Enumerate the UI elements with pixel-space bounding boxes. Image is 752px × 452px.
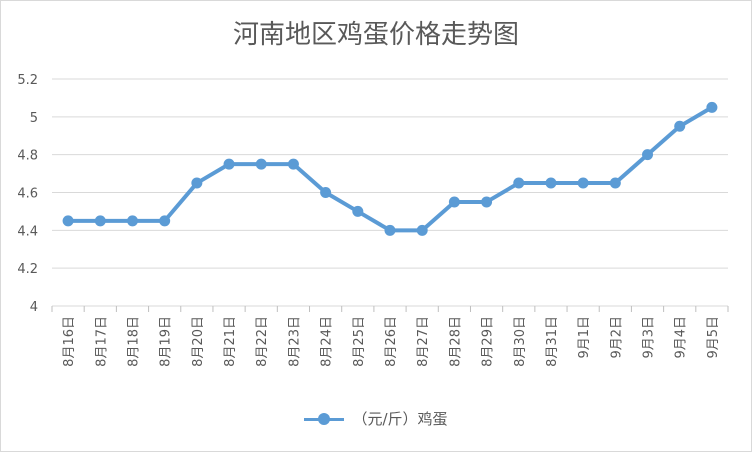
- data-point: [255, 158, 267, 170]
- data-point: [191, 177, 203, 189]
- y-tick-label: 4.4: [17, 224, 38, 239]
- legend: （元/斤）鸡蛋: [0, 408, 752, 429]
- x-tick-label: 9月1日: [577, 316, 592, 359]
- x-tick-label: 8月23日: [287, 316, 302, 367]
- x-tick-label: 8月28日: [448, 316, 463, 367]
- data-point: [223, 158, 235, 170]
- x-tick-label: 8月18日: [126, 316, 141, 367]
- data-point: [674, 120, 686, 132]
- x-tick-label: 8月22日: [255, 316, 270, 367]
- x-tick-label: 8月30日: [513, 316, 528, 367]
- x-tick-label: 8月26日: [384, 316, 399, 367]
- legend-marker: [304, 412, 345, 425]
- data-point: [352, 205, 364, 217]
- legend-label: （元/斤）鸡蛋: [352, 410, 448, 428]
- data-point: [287, 158, 299, 170]
- y-tick-label: 5.2: [17, 73, 38, 88]
- data-point: [706, 101, 718, 113]
- data-point: [159, 215, 171, 227]
- x-tick-label: 8月31日: [545, 316, 560, 367]
- y-tick-label: 4: [30, 300, 38, 315]
- y-tick-label: 4.8: [17, 149, 38, 164]
- x-tick-label: 8月24日: [320, 316, 335, 367]
- x-tick-label: 8月21日: [223, 316, 238, 367]
- data-point: [384, 224, 396, 236]
- x-tick-label: 8月16日: [62, 316, 77, 367]
- x-tick-label: 8月25日: [352, 316, 367, 367]
- series-line: [66, 105, 714, 233]
- data-point: [126, 215, 138, 227]
- chart-title: 河南地区鸡蛋价格走势图: [232, 20, 519, 50]
- data-point: [513, 177, 525, 189]
- data-point: [448, 196, 460, 208]
- y-tick-label: 4.2: [17, 262, 38, 277]
- data-point: [577, 177, 589, 189]
- x-tick-label: 9月3日: [642, 316, 657, 359]
- x-tick-label: 9月5日: [706, 316, 721, 359]
- data-point: [320, 187, 332, 198]
- data-point: [481, 196, 493, 208]
- data-point: [416, 224, 428, 236]
- x-tick-label: 8月27日: [416, 316, 431, 367]
- x-tick-label: 9月4日: [674, 316, 689, 359]
- x-tick-label: 8月19日: [159, 316, 174, 367]
- x-tick-label: 8月29日: [481, 316, 496, 367]
- data-point: [94, 215, 106, 227]
- data-point: [609, 177, 621, 189]
- y-tick-label: 5: [30, 111, 38, 126]
- x-tick-label: 9月2日: [609, 316, 624, 359]
- data-point: [62, 215, 74, 227]
- data-point: [545, 177, 557, 189]
- y-tick-label: 4.6: [17, 187, 38, 202]
- x-tick-label: 8月17日: [94, 316, 109, 367]
- data-point: [642, 149, 654, 161]
- x-tick-label: 8月20日: [191, 316, 206, 367]
